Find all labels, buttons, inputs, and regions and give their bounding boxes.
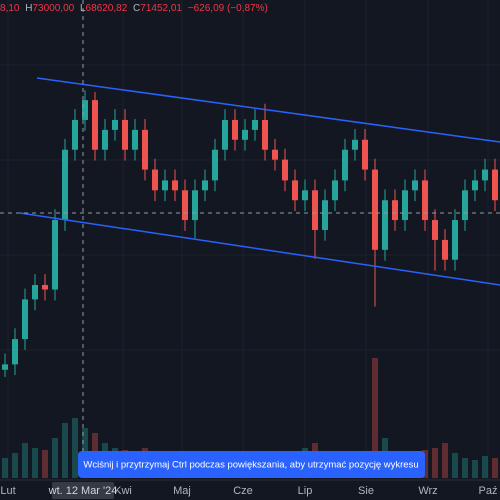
candle-body: [322, 200, 328, 230]
candle-body: [462, 190, 468, 221]
candle-body: [52, 220, 58, 290]
candle-body: [202, 180, 208, 191]
candle-body: [342, 149, 348, 181]
candle-body: [82, 100, 88, 120]
volume-bar: [372, 358, 378, 478]
volume-bar: [72, 418, 78, 478]
candle-body: [352, 139, 358, 150]
candle-body: [312, 190, 318, 230]
candle-body: [482, 169, 488, 181]
candle-body: [162, 180, 168, 191]
candle-body: [412, 180, 418, 191]
volume-bar: [32, 448, 38, 478]
candle-body: [172, 180, 178, 191]
volume-bar: [482, 456, 488, 478]
candle-body: [432, 220, 438, 240]
candle-body: [122, 119, 128, 150]
trend-line: [36, 77, 500, 143]
close-value: 71452,01: [140, 3, 182, 14]
candle-body: [222, 119, 228, 150]
x-tick-label: Cze: [233, 485, 253, 497]
low-label: L: [80, 3, 86, 14]
candle-body: [252, 119, 258, 130]
open-value: 8,10: [0, 3, 20, 14]
x-tick-label: Wrz: [418, 485, 437, 497]
candle-body: [182, 190, 188, 221]
crosshair-label-box: [52, 482, 114, 499]
x-tick-label: Kwi: [114, 485, 132, 497]
low-value: 68620,82: [86, 3, 128, 14]
header: 8,10 H73000,00 L68620,82 C71452,01 −626,…: [0, 3, 268, 14]
volume-bar: [432, 448, 438, 478]
volume-bar: [442, 443, 448, 478]
crosshair-label: wt. 12 Mar '24: [48, 485, 118, 497]
candle-body: [42, 284, 48, 290]
candle-body: [2, 364, 8, 370]
trend-line: [19, 212, 500, 286]
candle-body: [112, 119, 118, 130]
grid: [0, 0, 500, 480]
volume-bar: [52, 438, 58, 478]
x-tick-label: Maj: [173, 485, 191, 497]
volume-bar: [472, 460, 478, 478]
candle-body: [452, 220, 458, 260]
volume-bar: [492, 458, 498, 478]
close-label: C: [133, 3, 140, 14]
high-value: 73000,00: [32, 3, 74, 14]
candle-body: [392, 200, 398, 221]
candle-body: [282, 159, 288, 181]
candle-body: [492, 169, 498, 201]
candle-body: [402, 190, 408, 221]
candle-body: [292, 180, 298, 201]
x-tick-label: Paź: [479, 485, 498, 497]
volume-bar: [22, 443, 28, 478]
volume-bar: [2, 458, 8, 478]
volume-bar: [12, 453, 18, 478]
candle-body: [372, 169, 378, 250]
x-tick-label: Sie: [358, 485, 374, 497]
x-tick-label: Lip: [298, 485, 313, 497]
candle-body: [132, 129, 138, 150]
volume-bar: [462, 458, 468, 478]
high-label: H: [25, 3, 32, 14]
candle-body: [242, 129, 248, 140]
candle-body: [192, 190, 198, 221]
candle-body: [22, 299, 28, 340]
change-value: −626,09 (−0,87%): [188, 3, 268, 14]
candle-body: [362, 139, 368, 170]
candle-body: [232, 119, 238, 140]
tooltip: [78, 451, 425, 478]
x-axis: [0, 480, 500, 500]
candle-body: [12, 339, 18, 365]
volume-bar: [62, 423, 68, 478]
candle-body: [152, 169, 158, 191]
candle-body: [382, 200, 388, 250]
candle-body: [332, 180, 338, 201]
candle-body: [72, 119, 78, 150]
candle-body: [92, 100, 98, 150]
candle-body: [472, 180, 478, 191]
volume-bar: [42, 450, 48, 478]
candle-body: [32, 284, 38, 300]
tooltip-text: Wciśnij i przytrzymaj Ctrl podczas powię…: [83, 460, 418, 471]
x-axis-labels: Lut Kwi Maj Cze Lip Sie Wrz Paź: [0, 485, 497, 497]
candle-body: [212, 149, 218, 181]
candle-body: [442, 239, 448, 260]
candle-body: [422, 180, 428, 221]
candle-body: [272, 149, 278, 160]
candle-body: [262, 119, 268, 150]
candle-body: [62, 149, 68, 221]
volume-bar: [452, 453, 458, 478]
candle-body: [102, 129, 108, 150]
x-tick-label: Lut: [0, 485, 15, 497]
candle-body: [302, 190, 308, 201]
candle-body: [142, 129, 148, 170]
